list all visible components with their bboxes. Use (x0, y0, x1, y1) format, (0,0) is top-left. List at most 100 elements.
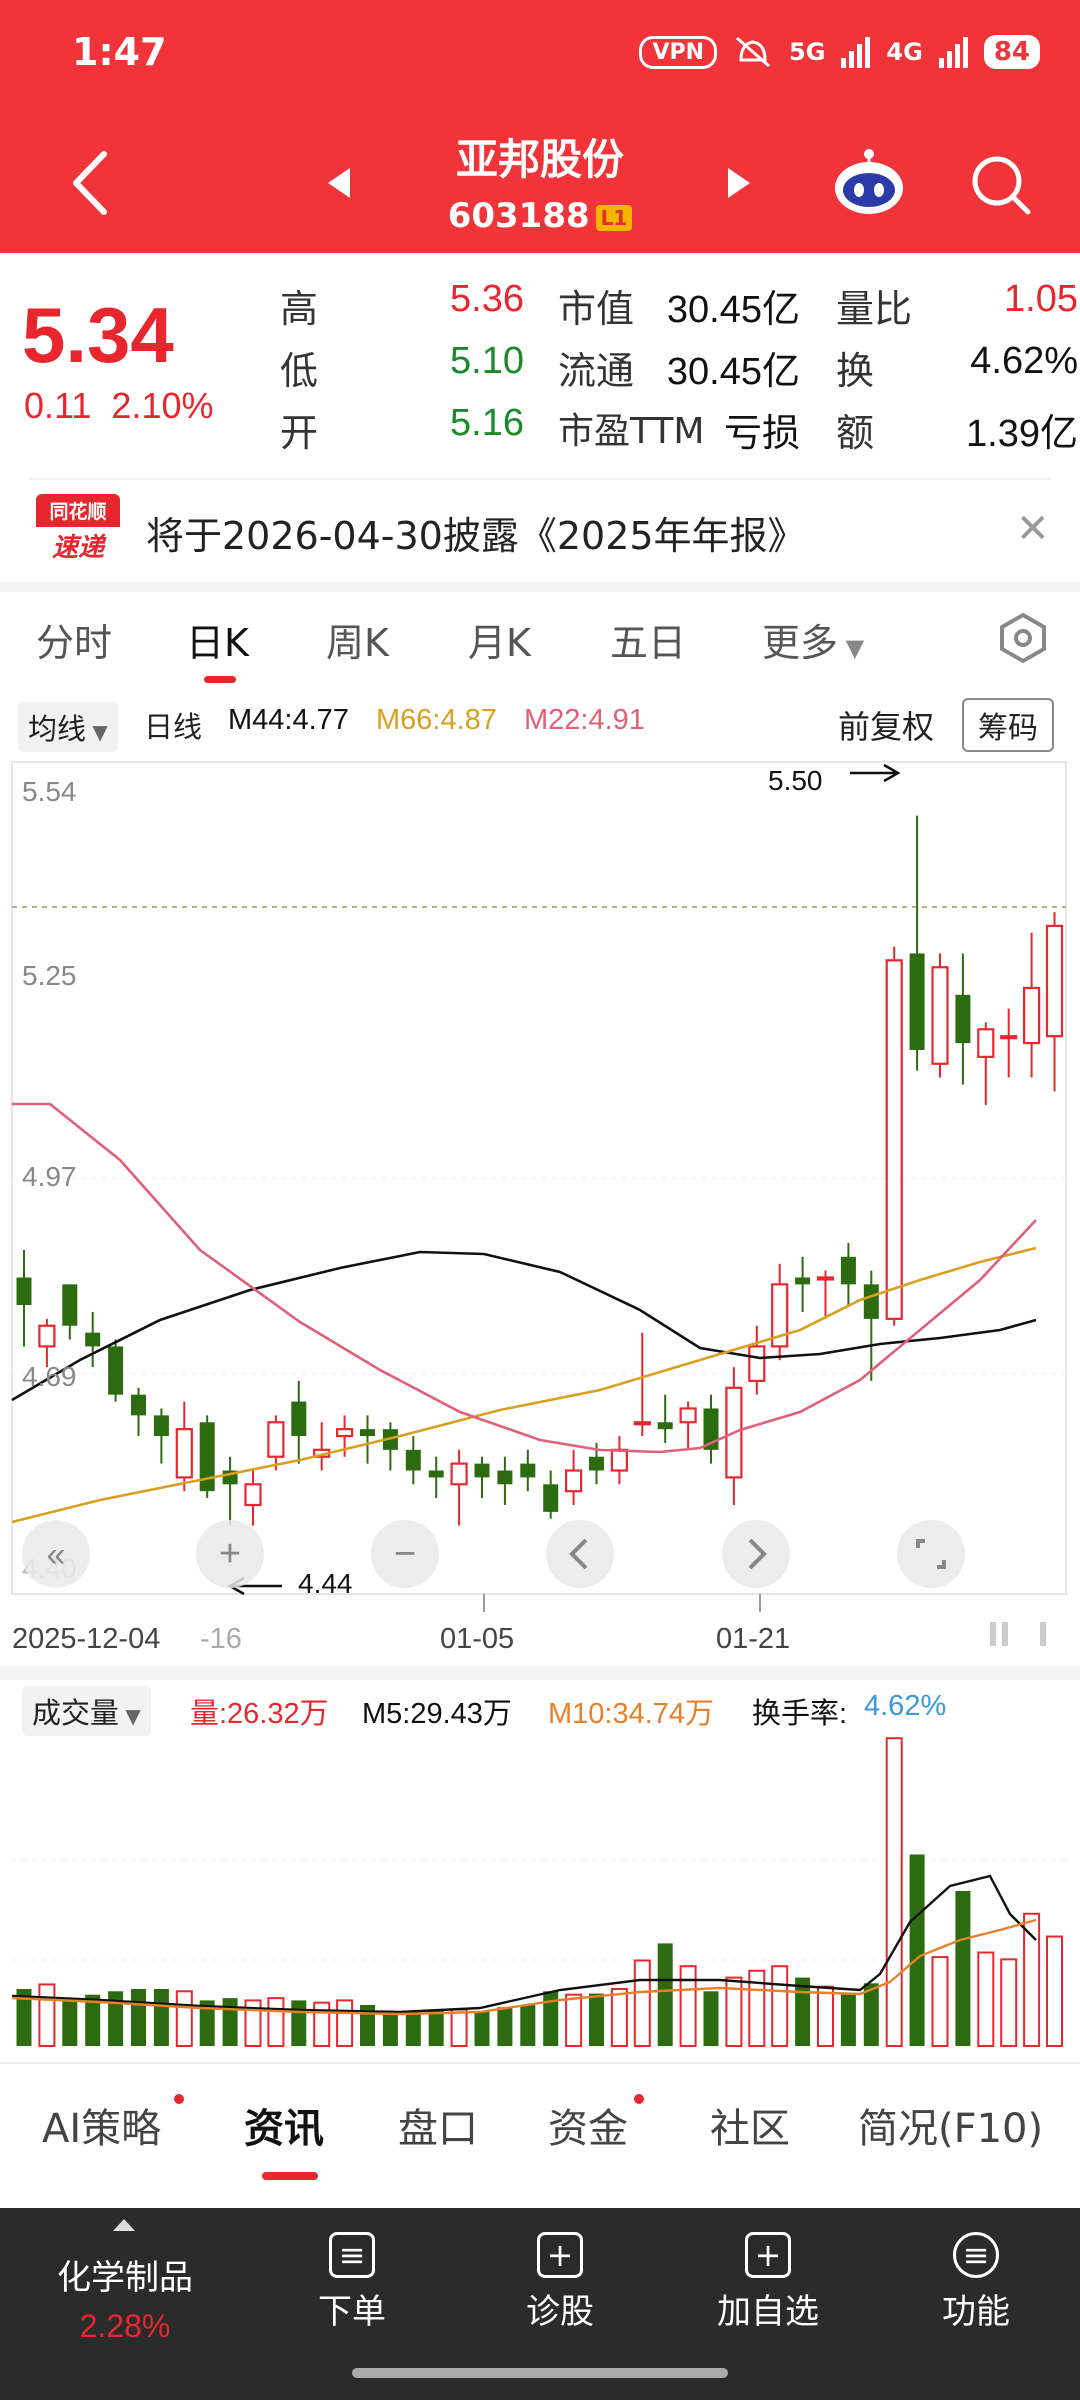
chart-frame (11, 761, 1067, 1595)
tab-f10[interactable]: 简况(F10) (858, 2106, 1044, 2152)
high-value: 5.36 (450, 278, 524, 320)
volume-bar-down (222, 1998, 238, 2046)
rewind-button[interactable]: « (22, 1520, 90, 1588)
chip-distribution-button[interactable]: 筹码 (962, 698, 1054, 752)
volume-selector-label: 成交量 (32, 1696, 120, 1730)
fullscreen-button[interactable] (897, 1520, 965, 1588)
stock-code: 603188 (447, 196, 590, 236)
volume-bar-up (610, 1988, 628, 2047)
section-gap (0, 1666, 1080, 1680)
tab-ai-strategy[interactable]: AI策略 (42, 2106, 162, 2152)
minus-icon: − (394, 1533, 416, 1575)
current-price: 5.34 (22, 291, 174, 379)
candle-body-down (16, 1277, 32, 1306)
candle-body-up (267, 1421, 285, 1458)
candle-body-down (428, 1470, 444, 1478)
volume-bar-up (977, 1951, 995, 2048)
vol-ma10-value: M10:34.74万 (548, 1698, 715, 1730)
tab-intraday[interactable]: 分时 (36, 621, 113, 665)
volume-bar-down (62, 1998, 78, 2046)
kline-chart[interactable]: 5.54 5.25 4.97 4.69 4.40 5.50 4.44 2025-… (0, 752, 1080, 1692)
tab-more[interactable]: 更多 ▼ (762, 612, 864, 667)
vol-ma5-value: M5:29.43万 (362, 1698, 512, 1730)
chevron-down-icon: ▼ (838, 634, 865, 662)
candle-body-up (336, 1428, 354, 1438)
x-tick-label: 01-21 (716, 1623, 790, 1655)
robot-assistant-icon[interactable] (832, 146, 906, 218)
volume-bar-down (85, 1994, 101, 2046)
back-arrow-icon[interactable] (68, 150, 112, 216)
nav-add-watchlist[interactable]: + 加自选 (698, 2232, 838, 2333)
turnover-rate-value: 4.62% (864, 1690, 947, 1722)
volume-bar-down (405, 2011, 421, 2046)
sector-name[interactable]: 化学制品 (57, 2258, 193, 2298)
battery-level: 84 (983, 35, 1040, 69)
next-stock-icon[interactable] (726, 166, 752, 200)
stock-name: 亚邦股份 (455, 135, 624, 184)
candle-body-down (153, 1415, 169, 1437)
volume-bar-up (244, 1999, 262, 2048)
close-icon[interactable]: ✕ (1016, 506, 1050, 552)
tab-monthly-k[interactable]: 月K (468, 621, 531, 665)
tab-daily-k[interactable]: 日K (186, 621, 249, 665)
fq-toggle[interactable]: 前复权 (838, 709, 935, 745)
ths-express-logo: 同花顺 速递 (36, 494, 120, 564)
home-indicator[interactable] (352, 2368, 728, 2378)
low-price-label: 4.44 (298, 1568, 353, 1599)
notification-dot (174, 2094, 184, 2104)
volume-bar-down (199, 2000, 215, 2046)
x-tick-label: -16 (200, 1623, 242, 1655)
nav-diagnose[interactable]: + 诊股 (490, 2232, 630, 2333)
volume-bars-group (16, 1737, 1063, 2048)
ma22-line (12, 1102, 1037, 1454)
candle-body-up (244, 1483, 262, 1507)
vpn-badge: VPN (639, 35, 717, 69)
notification-dot (634, 2094, 644, 2104)
nav-functions[interactable]: ≡ 功能 (906, 2232, 1046, 2333)
settings-hex-icon[interactable] (998, 612, 1048, 664)
ma-selector[interactable]: 均线 ▼ (18, 702, 118, 752)
tab-community[interactable]: 社区 (710, 2106, 790, 2152)
candle-body-up (175, 1428, 193, 1479)
tab-order-book[interactable]: 盘口 (398, 2106, 478, 2152)
section-gap (0, 582, 1080, 592)
level-badge[interactable]: L1 (595, 204, 633, 231)
tab-weekly-k[interactable]: 周K (326, 621, 389, 665)
tab-five-day[interactable]: 五日 (610, 621, 687, 665)
zoom-out-button[interactable]: − (371, 1520, 439, 1588)
notice-text[interactable]: 将于2026-04-30披露《2025年年报》 (146, 514, 806, 558)
y-tick-label: 4.69 (22, 1361, 77, 1392)
candle-body-up (771, 1283, 789, 1348)
candle-body-down (405, 1449, 421, 1471)
candle-body-down (199, 1422, 215, 1492)
prev-stock-icon[interactable] (326, 166, 352, 200)
candle-body-up (885, 959, 903, 1320)
candle-body-down (703, 1408, 719, 1450)
volume-bar-up (565, 1993, 583, 2047)
ma22-value: M22:4.91 (524, 704, 645, 736)
candle-body-up (1022, 986, 1041, 1045)
candle-body-up (450, 1462, 468, 1486)
volume-bar-up (931, 1956, 949, 2047)
zoom-in-button[interactable]: + (196, 1520, 264, 1588)
candle-body-down (795, 1277, 811, 1285)
tab-news[interactable]: 资讯 (244, 2106, 324, 2152)
tab-capital[interactable]: 资金 (548, 2106, 628, 2152)
volume-value: 量:26.32万 (190, 1698, 329, 1730)
divider (30, 478, 1050, 480)
volume-ma-lines-group (11, 1874, 1037, 2016)
next-candle-button[interactable] (722, 1520, 790, 1588)
volume-ratio-label: 量比 (836, 287, 913, 331)
search-icon[interactable] (970, 154, 1032, 216)
market-cap-value: 30.45亿 (666, 289, 800, 331)
volume-indicator-selector[interactable]: 成交量 ▼ (22, 1686, 151, 1736)
prev-candle-button[interactable] (546, 1520, 614, 1588)
candle-body-down (85, 1332, 101, 1347)
scroll-indicator-icon (990, 1622, 1046, 1646)
nav-diagnose-label: 诊股 (526, 2292, 594, 2332)
nav-order[interactable]: ≡ 下单 (282, 2232, 422, 2333)
volume-chart[interactable] (0, 1730, 1080, 2060)
float-cap-label: 流通 (558, 349, 635, 393)
diagnose-icon: + (537, 2232, 583, 2278)
volume-bar-up (885, 1737, 903, 2047)
